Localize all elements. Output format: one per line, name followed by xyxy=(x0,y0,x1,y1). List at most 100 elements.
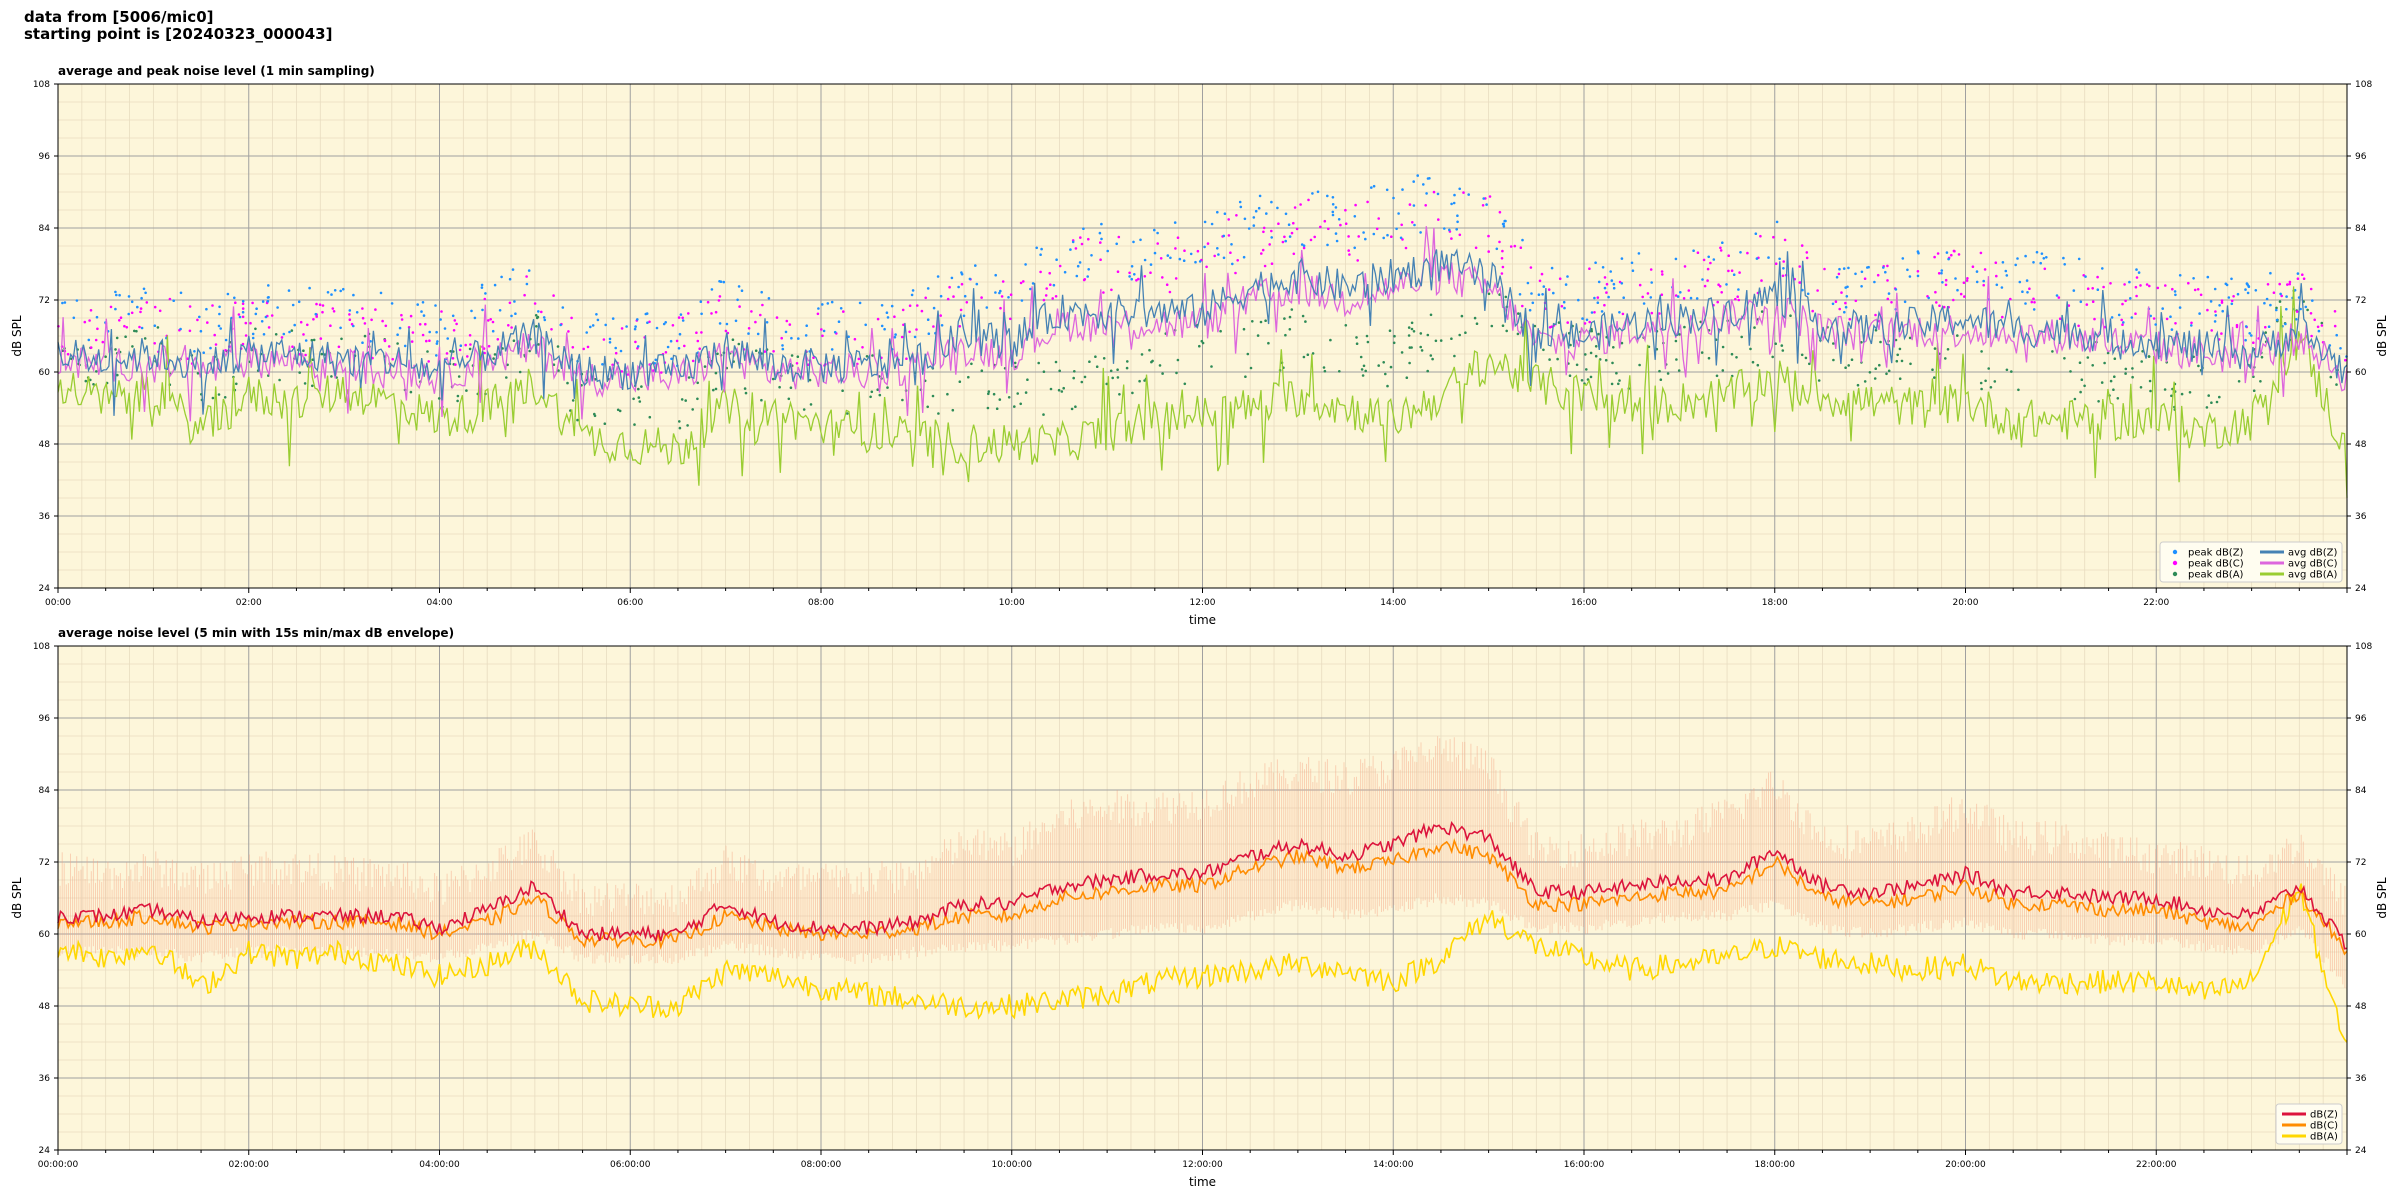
peak-c-point xyxy=(1935,301,1938,304)
peak-c-point xyxy=(2310,334,2313,338)
peak-z-point xyxy=(1331,213,1335,217)
peak-z-point xyxy=(1847,266,1850,270)
peak-z-point xyxy=(1173,221,1177,224)
peak-c-point xyxy=(1890,301,1893,304)
peak-z-point xyxy=(1485,203,1488,206)
peak-c-point xyxy=(496,338,500,341)
y-tick-label-right: 24 xyxy=(2355,1146,2367,1156)
peak-c-point xyxy=(611,363,614,367)
peak-c-point xyxy=(1702,258,1706,262)
peak-a-point xyxy=(869,395,872,399)
peak-a-point xyxy=(457,375,461,378)
peak-c-point xyxy=(487,319,490,322)
peak-c-point xyxy=(681,316,684,320)
peak-z-point xyxy=(1182,259,1186,263)
peak-z-point xyxy=(2000,286,2004,289)
peak-a-point xyxy=(1420,349,1424,352)
peak-z-point xyxy=(1270,200,1273,204)
y-tick-label-right: 96 xyxy=(2355,152,2367,162)
tick-marks xyxy=(54,83,2351,593)
peak-a-point xyxy=(133,329,136,333)
peak-z-point xyxy=(1596,301,1600,305)
peak-z-point xyxy=(625,325,628,328)
legend-label: peak dB(C) xyxy=(2188,559,2244,570)
peak-z-point xyxy=(1631,269,1635,273)
peak-c-point xyxy=(952,295,955,298)
peak-z-point xyxy=(1846,285,1849,289)
peak-z-point xyxy=(1216,210,1219,214)
peak-a-point xyxy=(1116,376,1120,379)
peak-c-point xyxy=(118,319,121,322)
peak-a-point xyxy=(680,398,684,401)
peak-a-point xyxy=(1377,364,1380,367)
peak-z-point xyxy=(525,282,529,286)
peak-a-point xyxy=(2163,388,2167,391)
peak-c-point xyxy=(331,307,335,310)
legend-box xyxy=(2159,541,2343,583)
peak-z-point xyxy=(2299,307,2302,311)
peak-z-point xyxy=(1370,186,1373,189)
peak-z-point xyxy=(2101,267,2104,270)
peak-c-point xyxy=(893,315,896,319)
peak-z-point xyxy=(484,292,487,295)
x-tick-label: 16:00 xyxy=(1571,598,1597,608)
peak-c-point xyxy=(1487,234,1490,238)
peak-z-point xyxy=(1284,239,1287,243)
peak-z-point xyxy=(2079,300,2083,304)
peak-z-point xyxy=(1230,243,1233,246)
peak-a-point xyxy=(92,383,95,386)
peak-c-point xyxy=(1983,268,1987,271)
peak-z-point xyxy=(781,347,785,351)
peak-c-point xyxy=(2171,287,2174,291)
peak-z-point xyxy=(1353,215,1357,218)
peak-c-point xyxy=(1270,262,1274,266)
peak-z-point xyxy=(1149,263,1153,266)
peak-z-point xyxy=(1778,257,1781,261)
peak-z-point xyxy=(670,357,673,361)
peak-z-point xyxy=(291,303,295,307)
peak-c-point xyxy=(400,318,404,321)
peak-c-point xyxy=(1760,279,1763,282)
peak-z-point xyxy=(1364,237,1367,241)
peak-z-point xyxy=(596,318,600,322)
peak-c-point xyxy=(458,348,462,352)
peak-a-point xyxy=(1677,369,1681,372)
peak-a-point xyxy=(1753,326,1756,329)
y-tick-label: 108 xyxy=(33,642,50,652)
peak-c-point xyxy=(1529,266,1533,269)
peak-a-point xyxy=(278,378,281,382)
peak-a-point xyxy=(2005,368,2009,372)
x-tick-label: 16:00:00 xyxy=(1564,1160,1605,1170)
peak-a-point xyxy=(2097,400,2100,403)
peak-z-point xyxy=(1674,257,1678,261)
peak-a-point xyxy=(131,345,134,348)
peak-c-point xyxy=(908,304,912,308)
peak-c-point xyxy=(1156,242,1159,245)
peak-c-point xyxy=(2220,299,2224,302)
peak-a-point xyxy=(802,408,806,411)
peak-c-point xyxy=(1000,295,1004,298)
peak-a-point xyxy=(760,398,763,402)
peak-c-point xyxy=(1706,279,1709,282)
peak-z-point xyxy=(926,287,930,290)
peak-z-point xyxy=(1397,212,1400,215)
peak-c-point xyxy=(2085,303,2089,306)
peak-z-point xyxy=(926,318,930,322)
peak-c-point xyxy=(1805,256,1809,260)
peak-a-point xyxy=(492,357,495,360)
peak-c-point xyxy=(1603,276,1607,279)
peak-c-point xyxy=(1854,299,1858,303)
peak-c-point xyxy=(2190,321,2193,325)
peak-z-point xyxy=(2244,338,2247,342)
peak-a-point xyxy=(678,420,681,423)
peak-a-point xyxy=(535,316,539,320)
peak-c-point xyxy=(695,331,698,335)
peak-c-point xyxy=(1759,234,1762,238)
peak-c-point xyxy=(440,310,443,313)
peak-z-point xyxy=(765,321,769,324)
peak-z-point xyxy=(436,340,439,343)
y-tick-label-right: 36 xyxy=(2355,1074,2367,1084)
peak-a-point xyxy=(1863,380,1867,383)
x-tick-label: 18:00:00 xyxy=(1755,1160,1796,1170)
peak-c-point xyxy=(750,310,753,313)
